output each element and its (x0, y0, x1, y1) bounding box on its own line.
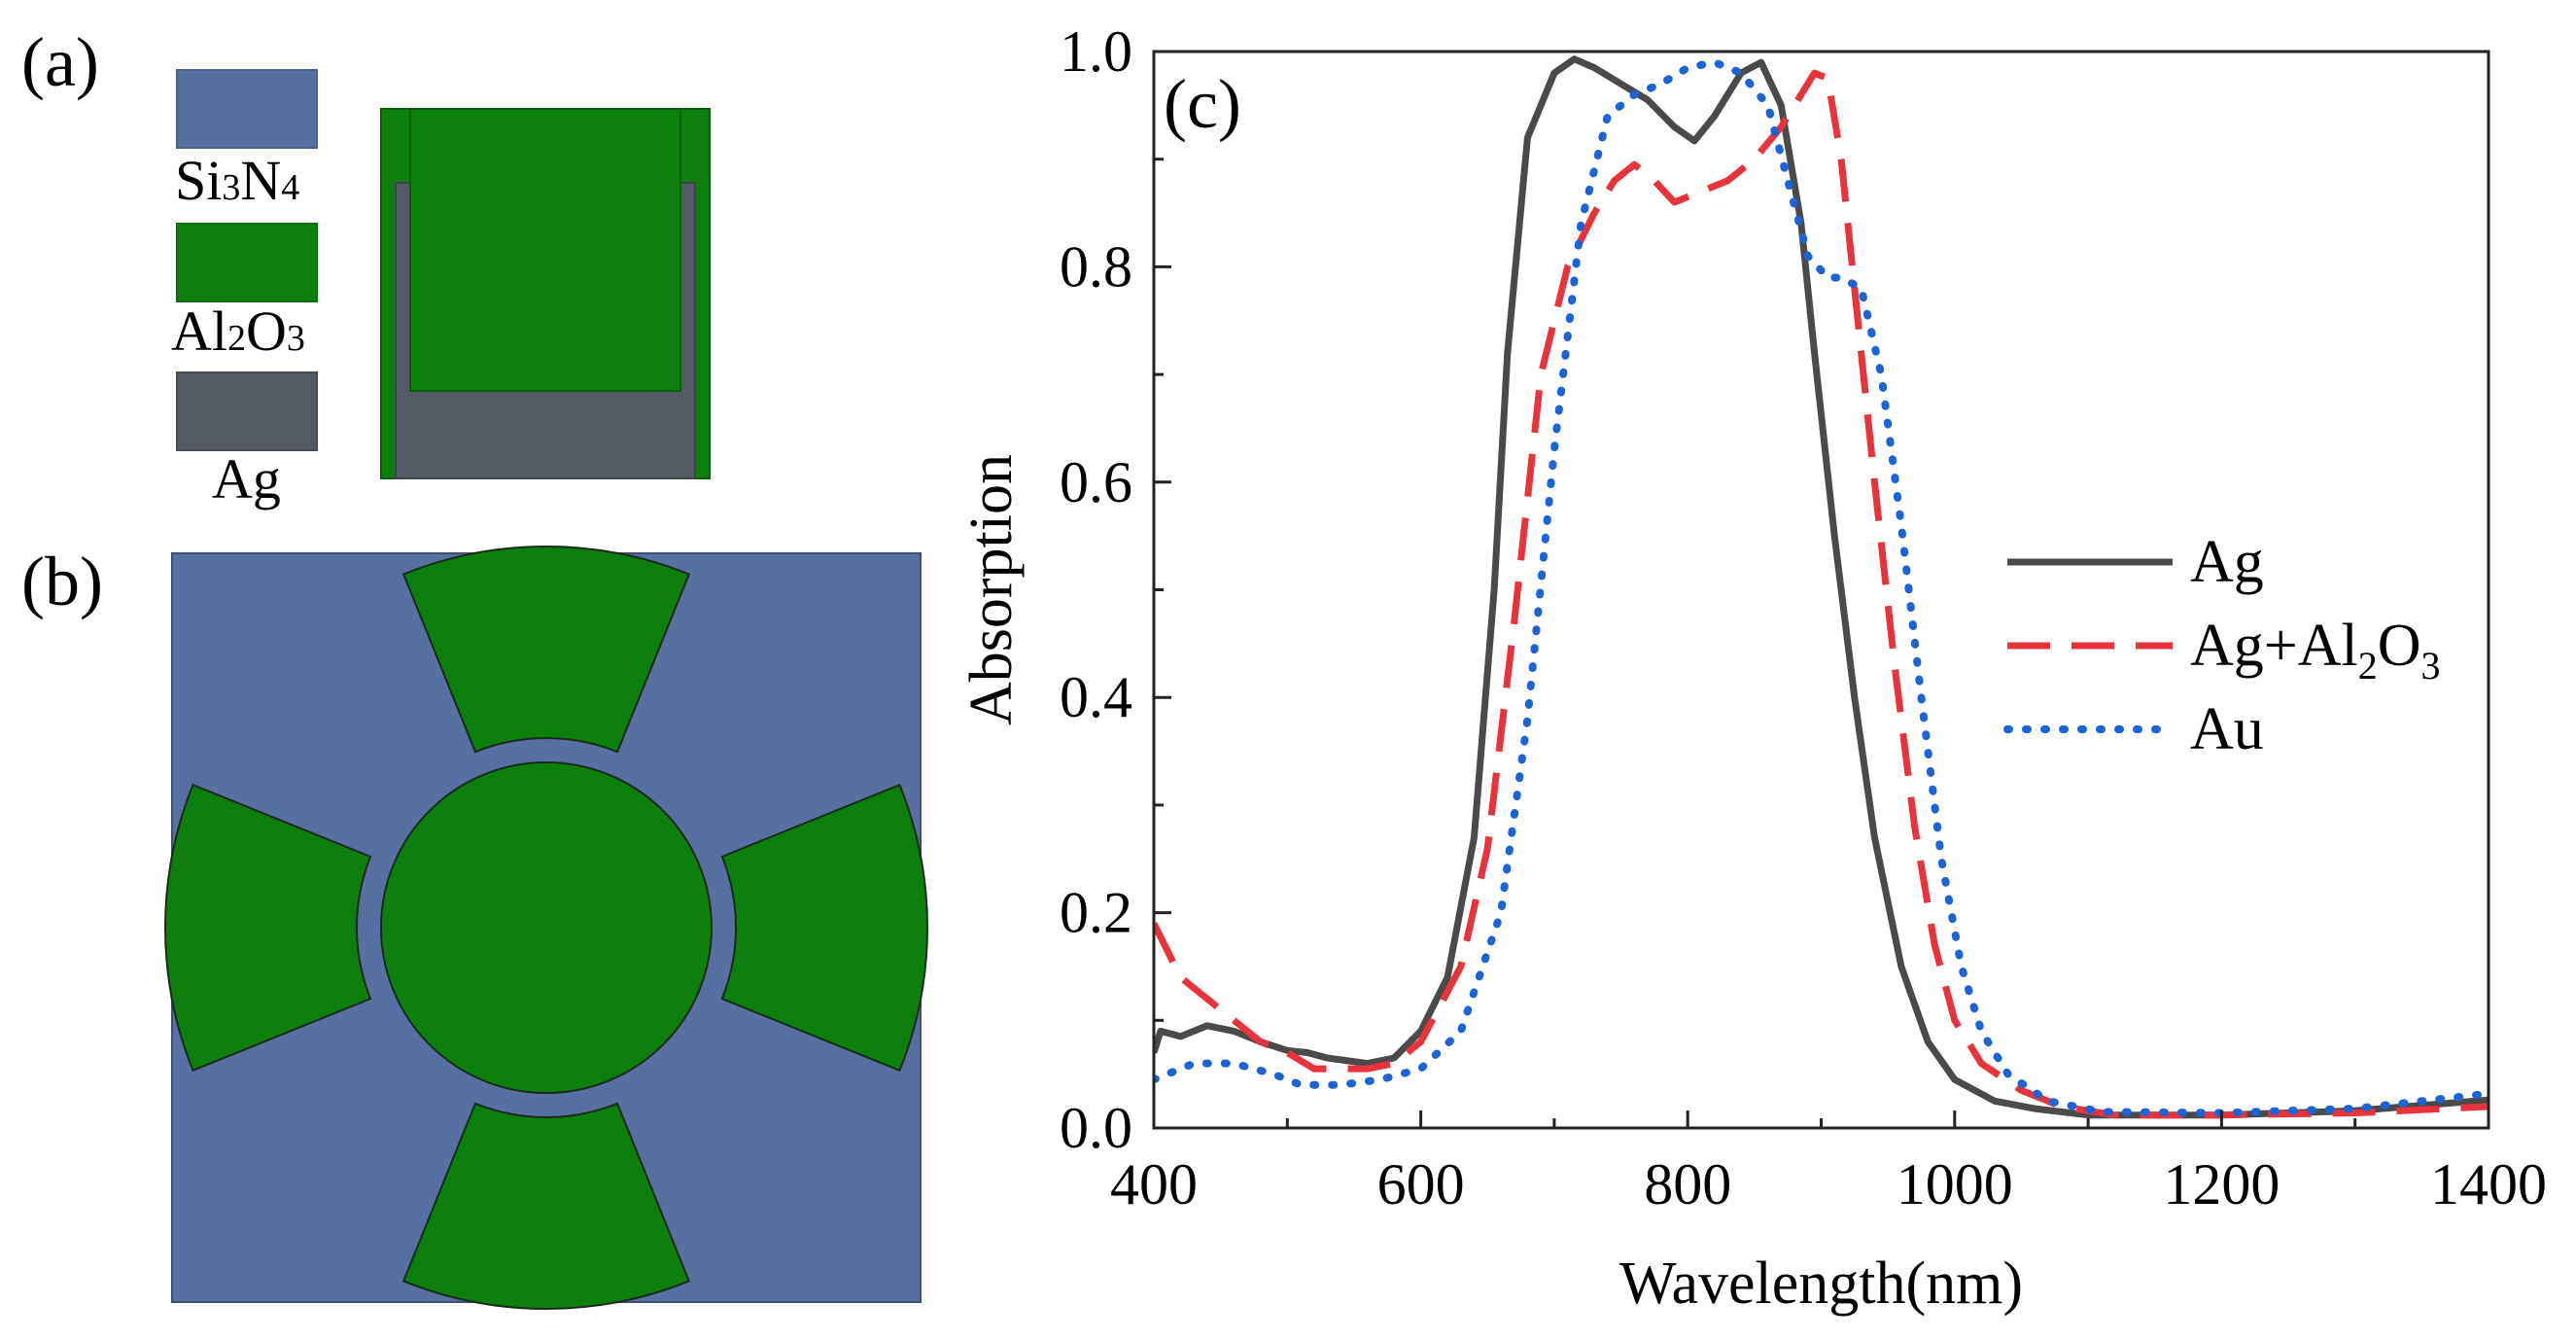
x-tick-label: 800 (1644, 1152, 1731, 1216)
series-line-ag (1154, 55, 2489, 1119)
x-tick-label: 1400 (2430, 1152, 2547, 1216)
x-tick-label: 600 (1377, 1152, 1465, 1216)
x-tick-label: 1200 (2163, 1152, 2280, 1216)
center-disk (380, 761, 713, 1094)
x-tick-label: 400 (1110, 1152, 1198, 1216)
al2o3-label: Al2O3 (171, 300, 305, 363)
y-tick-label: 0.2 (1060, 881, 1132, 945)
y-tick-label: 0.0 (1060, 1096, 1132, 1160)
x-axis-title: Wavelength(nm) (1619, 1251, 2023, 1317)
plot-frame (1152, 50, 2490, 1130)
y-axis-title: Absorption (958, 454, 1025, 725)
panel-b-label: (b) (21, 543, 103, 620)
ag-swatch (176, 371, 318, 451)
series-line-ag-al2o3 (1154, 69, 2489, 1119)
ring-segment-right (720, 783, 928, 1073)
ring-segment-bottom (401, 1102, 691, 1310)
legend: Ag Ag+Al2O3 Au (2003, 529, 2441, 762)
legend-label-1: Ag+Al2O3 (2190, 613, 2441, 687)
y-tick-label: 1.0 (1060, 19, 1132, 84)
al2o3-core (409, 108, 681, 392)
cross-section-diagram (380, 108, 711, 479)
panel-a-label: (a) (21, 23, 99, 101)
ring-segment-top (401, 546, 691, 754)
legend-label-0: Ag (2190, 529, 2264, 595)
y-tick-label: 0.8 (1060, 234, 1132, 299)
panel-c-label: (c) (1164, 65, 1241, 143)
si3n4-swatch (176, 69, 318, 149)
top-view-diagram (164, 546, 928, 1310)
ag-label: Ag (212, 447, 281, 511)
al2o3-swatch (176, 223, 318, 302)
y-tick-label: 0.4 (1060, 665, 1132, 729)
series-line-au (1154, 58, 2489, 1117)
ring-segment-left (164, 783, 372, 1073)
x-tick-label: 1000 (1897, 1152, 2013, 1216)
si3n4-label: Si3N4 (175, 149, 299, 212)
y-tick-label: 0.6 (1060, 450, 1132, 514)
legend-label-2: Au (2190, 696, 2264, 762)
absorption-chart: 400 600 800 1000 1200 14000.00.20.40.60.81.0 … (958, 19, 2547, 1317)
